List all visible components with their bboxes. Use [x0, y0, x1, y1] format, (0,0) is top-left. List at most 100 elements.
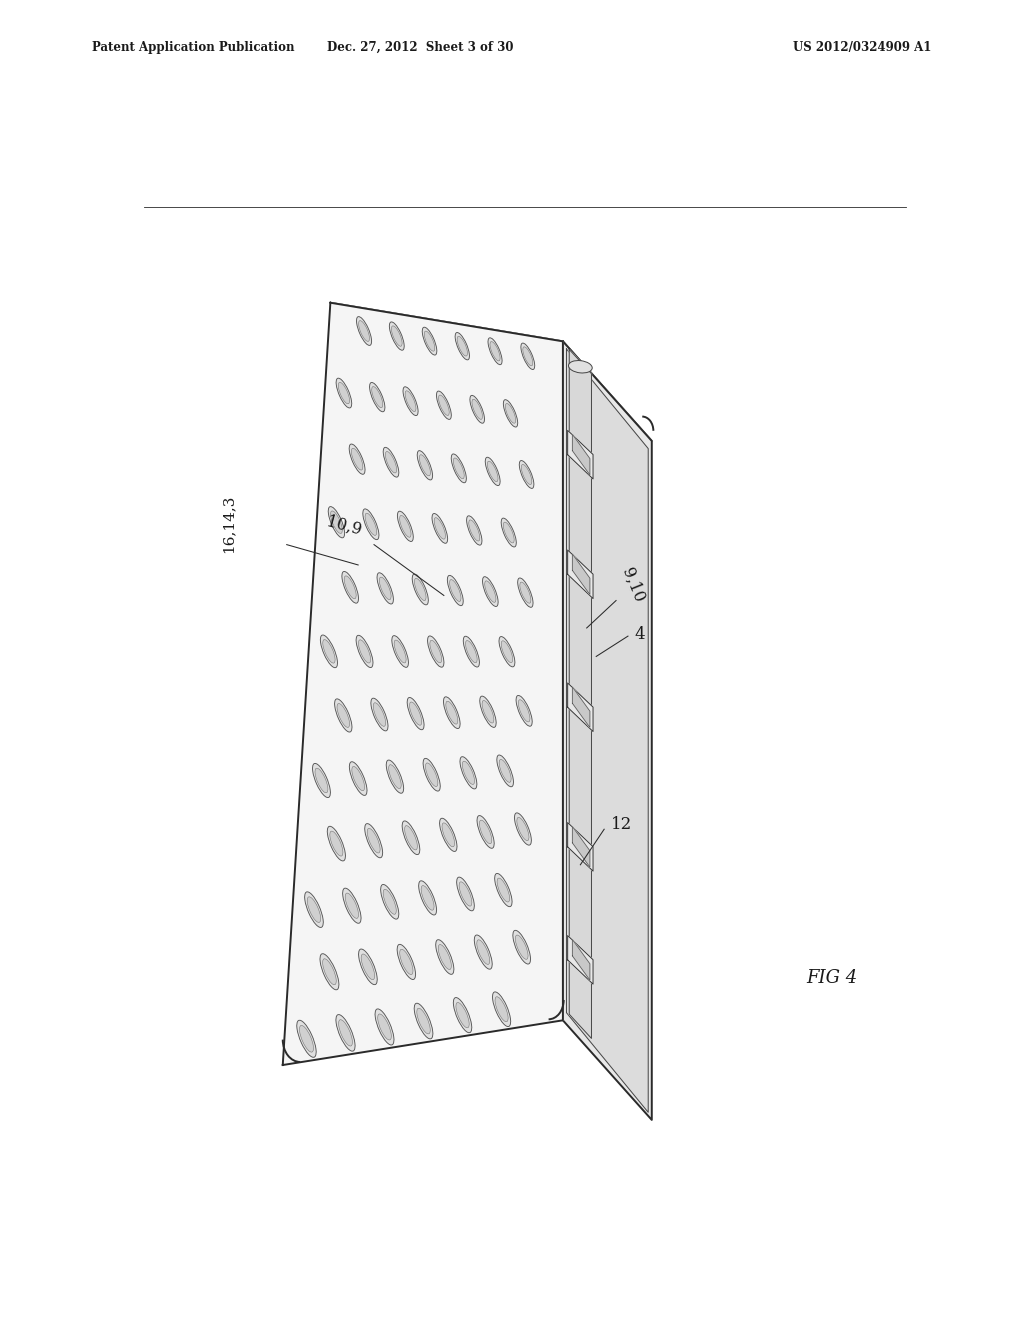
Ellipse shape: [420, 454, 430, 475]
Ellipse shape: [459, 882, 472, 906]
Ellipse shape: [514, 813, 531, 845]
Ellipse shape: [457, 337, 467, 356]
Text: Patent Application Publication: Patent Application Publication: [92, 41, 295, 54]
Ellipse shape: [356, 317, 372, 346]
Polygon shape: [572, 554, 590, 594]
Ellipse shape: [436, 391, 452, 420]
Ellipse shape: [422, 327, 437, 355]
Ellipse shape: [469, 520, 480, 541]
Ellipse shape: [484, 581, 496, 602]
Ellipse shape: [336, 378, 351, 408]
Ellipse shape: [375, 1008, 394, 1045]
Ellipse shape: [342, 572, 358, 603]
Text: 10,9: 10,9: [325, 513, 364, 539]
Text: 4: 4: [634, 626, 645, 643]
Ellipse shape: [489, 342, 500, 360]
Ellipse shape: [504, 523, 514, 543]
Ellipse shape: [366, 513, 377, 536]
Ellipse shape: [568, 360, 592, 374]
Ellipse shape: [358, 640, 371, 663]
Ellipse shape: [434, 517, 445, 539]
Ellipse shape: [474, 935, 493, 969]
Ellipse shape: [521, 465, 531, 484]
Ellipse shape: [499, 759, 511, 783]
Ellipse shape: [297, 1020, 316, 1057]
Ellipse shape: [521, 343, 535, 370]
Ellipse shape: [389, 322, 404, 350]
Ellipse shape: [385, 451, 396, 473]
Ellipse shape: [519, 461, 534, 488]
Ellipse shape: [472, 399, 482, 420]
Ellipse shape: [336, 1015, 355, 1051]
Ellipse shape: [415, 578, 426, 601]
Ellipse shape: [439, 818, 457, 851]
Ellipse shape: [515, 935, 528, 960]
Ellipse shape: [323, 958, 336, 985]
Ellipse shape: [403, 387, 418, 416]
Ellipse shape: [328, 826, 345, 861]
Ellipse shape: [339, 1019, 352, 1045]
Ellipse shape: [438, 945, 452, 969]
Ellipse shape: [428, 636, 444, 667]
Ellipse shape: [506, 404, 516, 424]
Ellipse shape: [321, 953, 339, 990]
Ellipse shape: [455, 333, 469, 360]
Polygon shape: [572, 686, 590, 727]
Ellipse shape: [406, 391, 416, 412]
Ellipse shape: [345, 894, 358, 919]
Ellipse shape: [457, 876, 474, 911]
Polygon shape: [567, 430, 593, 479]
Ellipse shape: [344, 576, 356, 599]
Ellipse shape: [368, 829, 380, 853]
Text: 9,10: 9,10: [618, 565, 647, 605]
Ellipse shape: [419, 880, 436, 915]
Ellipse shape: [379, 577, 391, 599]
Ellipse shape: [394, 640, 407, 663]
Ellipse shape: [497, 878, 510, 902]
Ellipse shape: [447, 576, 463, 606]
Polygon shape: [567, 550, 593, 598]
Ellipse shape: [391, 326, 402, 346]
Ellipse shape: [397, 944, 416, 979]
Ellipse shape: [450, 579, 461, 602]
Ellipse shape: [499, 636, 515, 667]
Polygon shape: [563, 342, 652, 1119]
Ellipse shape: [299, 1026, 313, 1052]
Ellipse shape: [432, 513, 447, 544]
Ellipse shape: [330, 832, 343, 857]
Ellipse shape: [488, 338, 502, 364]
Ellipse shape: [399, 515, 411, 537]
Ellipse shape: [513, 931, 530, 964]
Ellipse shape: [485, 457, 500, 486]
Ellipse shape: [504, 400, 518, 428]
Ellipse shape: [383, 447, 398, 477]
Ellipse shape: [356, 635, 373, 668]
Ellipse shape: [315, 768, 328, 793]
Ellipse shape: [408, 697, 424, 730]
Ellipse shape: [362, 510, 379, 540]
Ellipse shape: [495, 874, 512, 907]
Ellipse shape: [477, 940, 489, 965]
Ellipse shape: [399, 949, 413, 974]
Ellipse shape: [523, 347, 532, 366]
Ellipse shape: [307, 896, 321, 923]
Ellipse shape: [487, 461, 498, 482]
Ellipse shape: [479, 820, 492, 843]
Ellipse shape: [410, 702, 422, 725]
Ellipse shape: [452, 454, 466, 483]
Ellipse shape: [443, 697, 460, 729]
Ellipse shape: [361, 954, 375, 979]
Polygon shape: [283, 302, 563, 1065]
Ellipse shape: [392, 636, 409, 668]
Ellipse shape: [466, 640, 477, 663]
Polygon shape: [572, 434, 590, 475]
Ellipse shape: [438, 395, 450, 416]
Ellipse shape: [386, 760, 403, 793]
Polygon shape: [566, 348, 648, 1113]
Ellipse shape: [436, 940, 454, 974]
Ellipse shape: [349, 762, 367, 796]
Ellipse shape: [463, 762, 474, 784]
Ellipse shape: [415, 1003, 433, 1039]
Text: 12: 12: [610, 816, 632, 833]
Ellipse shape: [517, 817, 529, 841]
